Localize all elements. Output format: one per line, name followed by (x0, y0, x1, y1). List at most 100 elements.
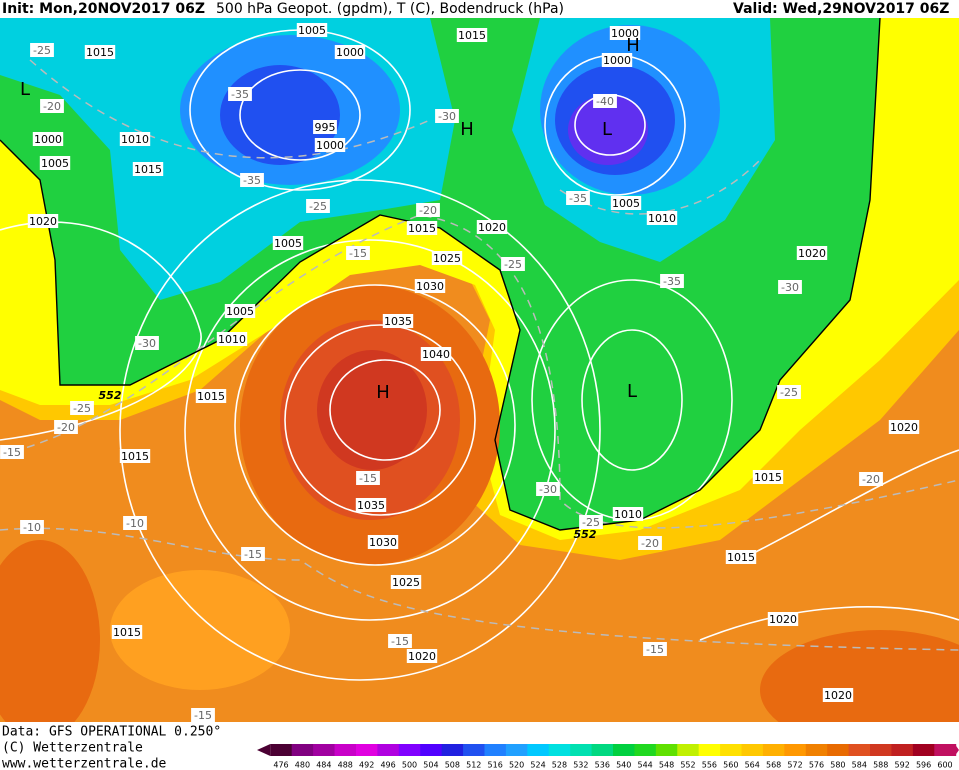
footer-line: www.wetterzentrale.de (2, 757, 167, 770)
isobar-label-box (32, 132, 64, 146)
colorbar-swatch (912, 744, 935, 756)
pressure-center: L (20, 79, 30, 100)
isotherm-label-box (40, 99, 64, 113)
isobar-label: 1000 (611, 27, 639, 40)
isotherm-label: -25 (309, 200, 327, 213)
isobar-label-box (414, 279, 446, 293)
isobar-label: 1015 (134, 163, 162, 176)
isotherm-label-box (416, 203, 440, 217)
isotherm-label-box (241, 547, 265, 561)
isobar-label: 1035 (384, 315, 412, 328)
isotherm-label-box (30, 43, 54, 57)
colorbar-label: 496 (380, 761, 395, 770)
colorbar-swatch (741, 744, 764, 756)
isobar-label-box (119, 449, 151, 463)
colorbar-swatch (334, 744, 357, 756)
colorbar-label: 528 (552, 761, 567, 770)
isotherm-label: -25 (73, 402, 91, 415)
colorbar-swatch (870, 744, 892, 756)
colorbar-swatch (613, 744, 635, 756)
isotherm-label: -15 (3, 446, 21, 459)
colorbar-swatch (505, 744, 528, 756)
colorbar-label: 480 (295, 761, 310, 770)
isobar-label-box (610, 196, 642, 210)
isotherm-label: -20 (862, 473, 880, 486)
isotherm-label: -30 (138, 337, 156, 350)
isobar-label-box (420, 347, 452, 361)
colorbar-label: 596 (916, 761, 931, 770)
isobar-label: 1020 (798, 247, 826, 260)
isotherm-label-box (356, 471, 380, 485)
isobar-label-box (752, 470, 784, 484)
isotherm-label: -25 (582, 516, 600, 529)
isotherm-label: -10 (126, 517, 144, 530)
isobar-label-box (601, 53, 633, 67)
isotherm-label-box (566, 191, 590, 205)
pressure-center: H (626, 35, 640, 56)
isobar-label: 1015 (121, 450, 149, 463)
isotherm-label: -25 (504, 258, 522, 271)
isobar-label: 1025 (392, 576, 420, 589)
isobar-label: 1010 (614, 508, 642, 521)
colorbar-swatch (720, 744, 743, 756)
isobar-label-box (313, 120, 337, 134)
contour-label: 552 (574, 528, 597, 541)
isobars (0, 29, 959, 681)
colorbar-swatch (784, 744, 807, 756)
isobar-label: 1005 (612, 197, 640, 210)
colorbar-label: 512 (466, 761, 481, 770)
isobar-label: 1015 (197, 390, 225, 403)
colorbar-swatch (891, 744, 914, 756)
pressure-center: H (376, 382, 390, 403)
isotherm-label-box (579, 515, 603, 529)
colorbar-swatch (698, 744, 721, 756)
isobar-label: 1020 (890, 421, 918, 434)
colorbar-swatch (398, 744, 421, 756)
isotherm-label-box (346, 246, 370, 260)
colorbar-label: 516 (488, 761, 503, 770)
isotherm-label-box (501, 257, 525, 271)
colorbar-label: 532 (573, 761, 588, 770)
pressure-center: L (627, 381, 637, 402)
isotherm-label: -15 (646, 643, 664, 656)
isobar-label-box (39, 156, 71, 170)
colorbar-swatch (827, 744, 850, 756)
header-title: 500 hPa Geopot. (gpdm), T (C), Bodendruc… (216, 1, 564, 17)
colorbar-swatch (762, 744, 785, 756)
colorbar-label: 500 (402, 761, 417, 770)
colorbar-swatch (313, 744, 336, 756)
isobar-label: 1040 (422, 348, 450, 361)
isobar-label-box (27, 214, 59, 228)
isobar-label-box (612, 507, 644, 521)
isotherm-label: -15 (391, 635, 409, 648)
isobar-label: 1020 (824, 689, 852, 702)
colorbar-label: 540 (616, 761, 631, 770)
isotherm-label: -25 (780, 386, 798, 399)
isotherm-label-box (638, 536, 662, 550)
map-field (0, 18, 959, 722)
pressure-center: H (460, 119, 474, 140)
colorbar-swatch (377, 744, 400, 756)
isotherm-label: -20 (641, 537, 659, 550)
isobar-label: 1005 (226, 305, 254, 318)
isotherm-label: -20 (419, 204, 437, 217)
isobar-label-box (132, 162, 164, 176)
isotherm-label: -15 (244, 548, 262, 561)
isobar-label-box (195, 389, 227, 403)
colorbar-label: 508 (445, 761, 460, 770)
isobar-label-box (406, 221, 438, 235)
isobar-label-box (646, 211, 678, 225)
isobar-label-box (390, 575, 422, 589)
isotherm-label: -35 (569, 192, 587, 205)
colorbar-label: 556 (702, 761, 717, 770)
colorbar-swatch (270, 744, 293, 756)
isobar-label-box (476, 220, 508, 234)
isobar-label-box (431, 251, 463, 265)
colorbar-swatch (934, 744, 957, 756)
colorbar-swatch (527, 744, 550, 756)
colorbar-swatch (848, 744, 871, 756)
colorbar-label: 548 (659, 761, 674, 770)
isobar-label: 1010 (648, 212, 676, 225)
isobar-label: 1000 (336, 46, 364, 59)
isobar-label-box (725, 550, 757, 564)
